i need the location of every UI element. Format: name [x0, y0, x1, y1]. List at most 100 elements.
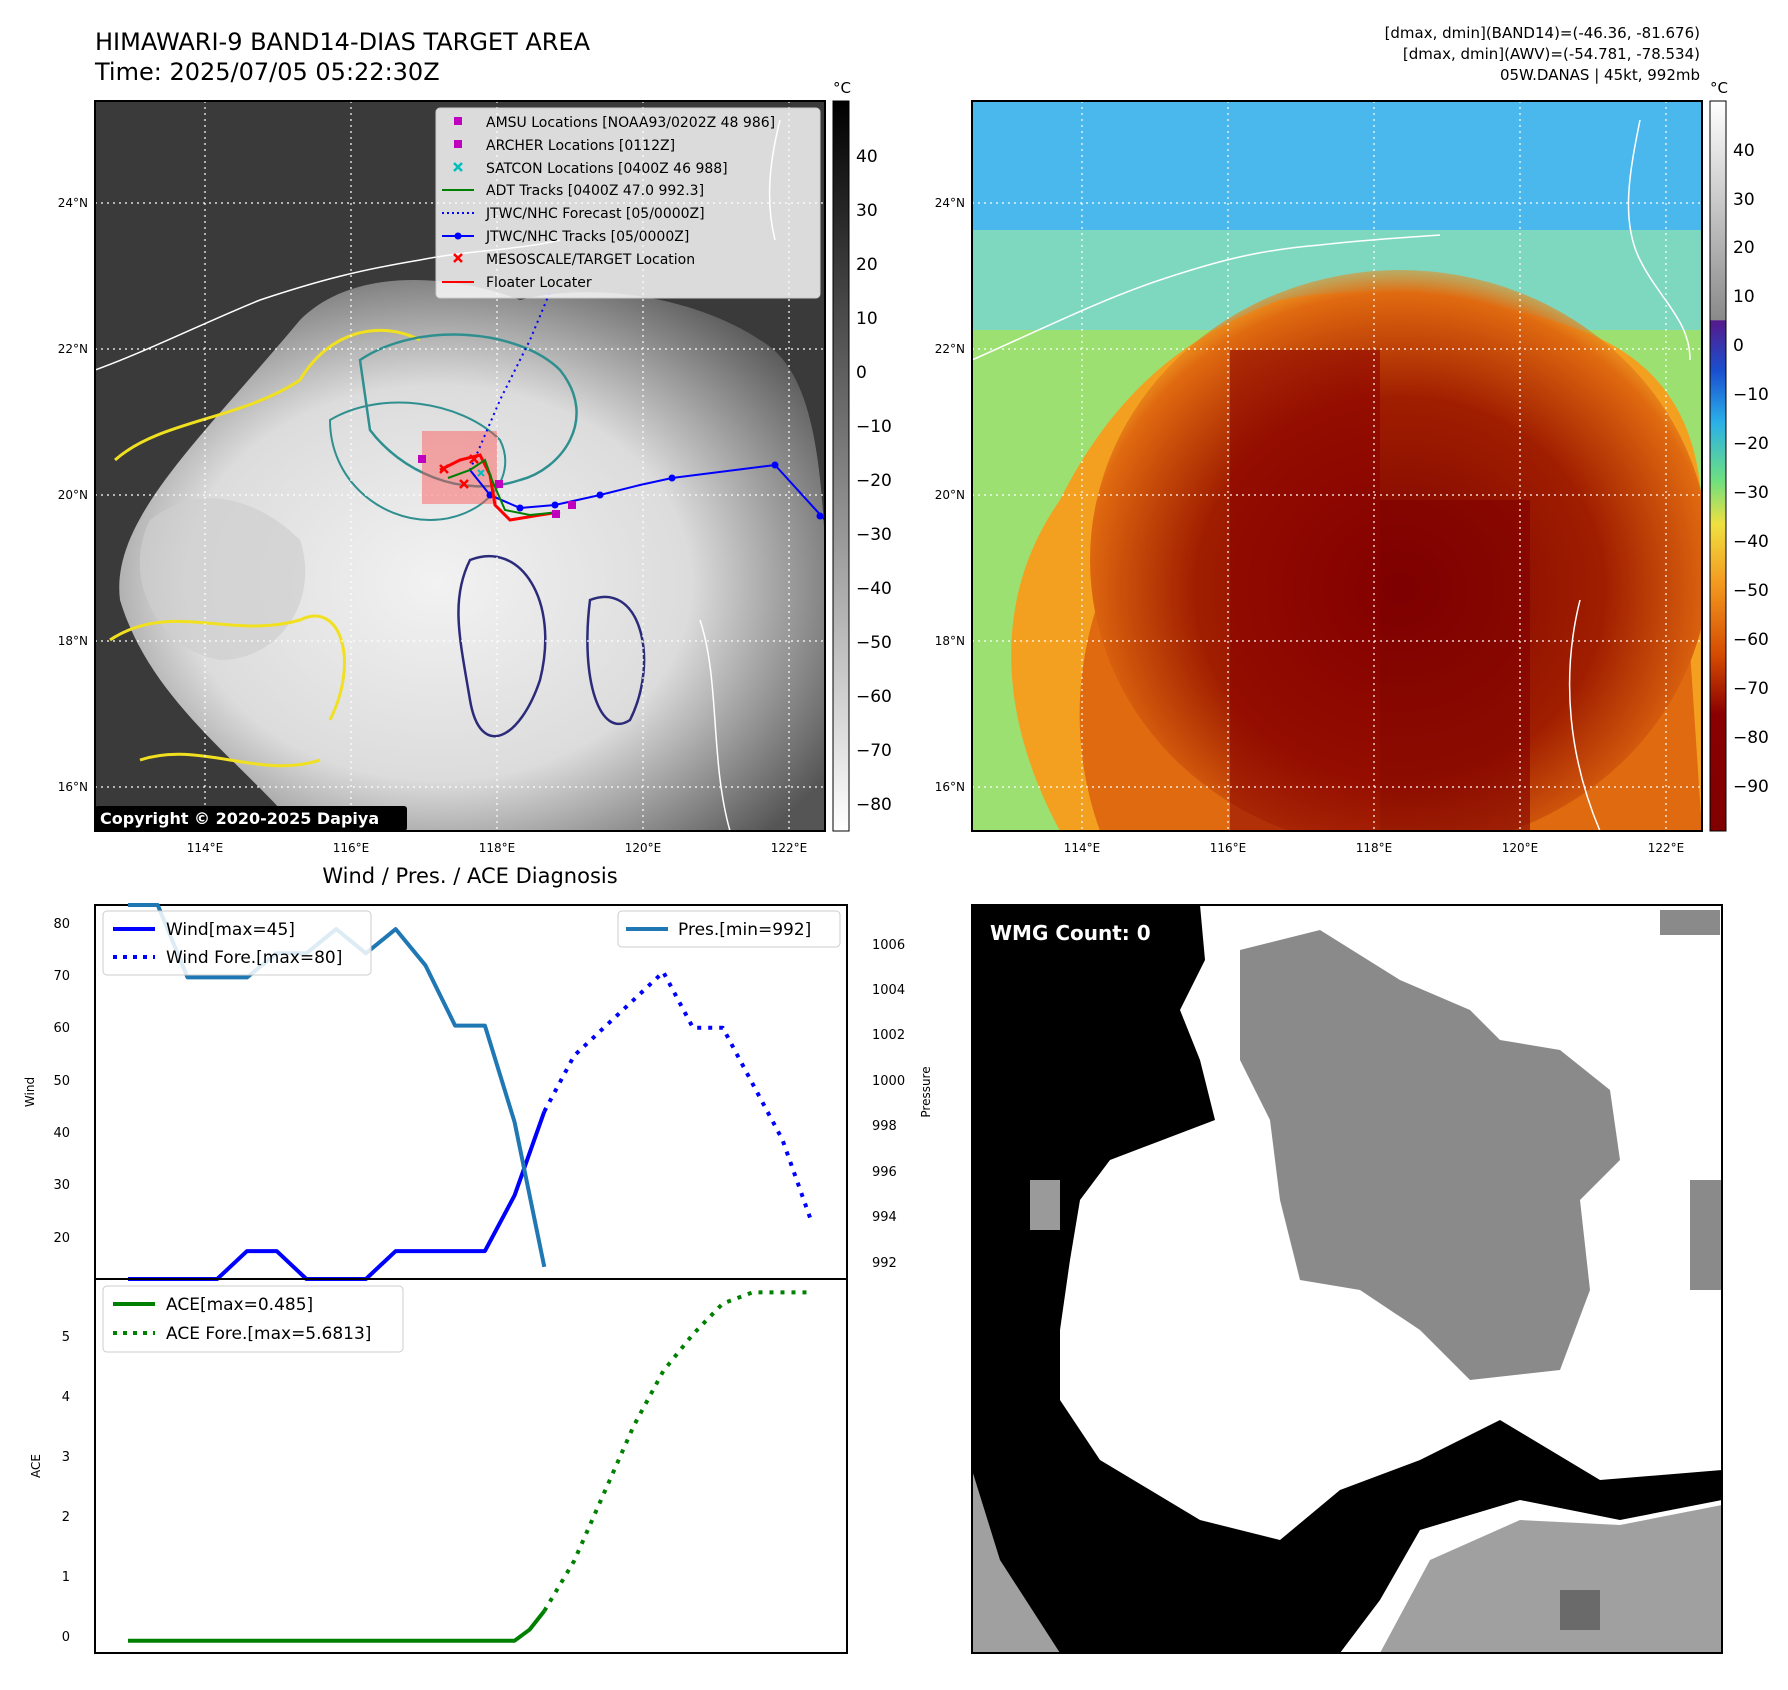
legend-ace-fore-label: ACE Fore.[max=5.6813] — [166, 1324, 371, 1344]
wmg-frame — [971, 904, 1723, 1654]
wmg-grey-region — [1240, 930, 1620, 1380]
legend-wind-fore-label: Wind Fore.[max=80] — [166, 948, 342, 968]
figure-title-line1: HIMAWARI-9 BAND14-DIAS TARGET AREA — [95, 28, 591, 56]
lat-label: 24°N — [935, 196, 965, 210]
right-lat-gridlines — [972, 202, 1702, 788]
coastline-philippines-right — [1568, 599, 1601, 831]
jtwc-track-points — [486, 461, 824, 520]
coastline-china-right — [972, 234, 1441, 361]
lon-label: 116°E — [1210, 841, 1247, 855]
lon-label: 114°E — [1064, 841, 1101, 855]
ace-tick: 5 — [62, 1330, 70, 1345]
pressure-axis-label: Pressure — [919, 1066, 933, 1117]
coastline-taiwan-right — [1627, 119, 1691, 361]
wind-y-ticks: 80 70 60 50 40 30 20 — [53, 917, 70, 1246]
lon-label: 116°E — [333, 841, 370, 855]
dmax-band14-info: [dmax, dmin](BAND14)=(-46.36, -81.676) — [1385, 24, 1700, 42]
left-cbar-tick: 0 — [856, 363, 867, 383]
right-lon-gridlines — [1081, 101, 1667, 831]
legend-forecast-label: JTWC/NHC Forecast [05/0000Z] — [485, 206, 705, 222]
pressure-tick: 992 — [872, 1256, 897, 1271]
jtwc-forecast-track — [469, 279, 556, 471]
wmg-lightgrey-region — [972, 1470, 1722, 1653]
legend-satcon-marker — [453, 162, 463, 172]
left-cbar-tick: −40 — [856, 579, 892, 599]
pressure-tick: 1002 — [872, 1028, 905, 1043]
wmg-black-region — [972, 905, 1722, 1653]
lon-label: 118°E — [479, 841, 516, 855]
left-map-panel: Copyright © 2020-2025 Dapiya AMSU Locati… — [58, 79, 892, 855]
wind-tick: 20 — [53, 1231, 70, 1246]
left-lat-labels: 24°N 22°N 20°N 18°N 16°N — [58, 196, 88, 794]
left-cbar-tick: −70 — [856, 741, 892, 761]
lat-label: 22°N — [58, 342, 88, 356]
dmax-awv-info: [dmax, dmin](AWV)=(-54.781, -78.534) — [1403, 45, 1700, 63]
legend-tracks-label: JTWC/NHC Tracks [05/0000Z] — [485, 229, 689, 245]
copyright-box — [95, 806, 407, 831]
legend-satcon-label: SATCON Locations [0400Z 46 988] — [486, 161, 728, 177]
pressure-tick: 1004 — [872, 983, 905, 998]
pressure-tick: 1000 — [872, 1074, 905, 1089]
right-cbar-tick: −80 — [1733, 728, 1769, 748]
right-map-frame — [971, 100, 1703, 832]
ace-axis-label: ACE — [29, 1454, 43, 1478]
pressure-y-ticks: 1006 1004 1002 1000 998 996 994 992 — [872, 938, 905, 1271]
right-cbar-tick: −30 — [1733, 483, 1769, 503]
left-cbar-tick: −80 — [856, 795, 892, 815]
ace-tick: 3 — [62, 1450, 70, 1465]
ace-tick: 1 — [62, 1570, 70, 1585]
right-cbar-tick: −10 — [1733, 385, 1769, 405]
legend-adt-label: ADT Tracks [0400Z 47.0 992.3] — [486, 183, 704, 199]
legend-archer-marker — [454, 140, 462, 148]
wind-tick: 70 — [53, 969, 70, 984]
contour-green — [358, 333, 578, 488]
left-cbar-tick: −20 — [856, 471, 892, 491]
right-cbar-tick: −60 — [1733, 630, 1769, 650]
left-cbar-tick: 30 — [856, 201, 878, 221]
right-colorbar — [1709, 100, 1727, 832]
figure-title-line2: Time: 2025/07/05 05:22:30Z — [94, 58, 440, 86]
right-cbar-tick: 10 — [1733, 287, 1755, 307]
wind-tick: 40 — [53, 1126, 70, 1141]
left-cbar-tick: −50 — [856, 633, 892, 653]
ace-series-group — [128, 1290, 812, 1643]
ace-y-ticks: 5 4 3 2 1 0 — [62, 1330, 70, 1645]
right-map-panel: °C 40 30 20 10 0 −10 −20 −30 −40 −50 −60… — [935, 79, 1769, 855]
legend-target-label: MESOSCALE/TARGET Location — [486, 252, 695, 268]
ace-panel: 5 4 3 2 1 0 ACE ACE[max=0.485] ACE Fore.… — [29, 1278, 848, 1654]
pressure-tick: 994 — [872, 1210, 897, 1225]
wind-tick: 60 — [53, 1021, 70, 1036]
wind-pressure-panel: Wind / Pres. / ACE Diagnosis 80 70 60 50… — [23, 864, 933, 1281]
lat-gridlines — [95, 202, 825, 788]
pressure-legend: Pres.[min=992] — [617, 910, 841, 948]
cloud-shield — [119, 280, 825, 831]
ace-line — [128, 1609, 546, 1643]
lat-label: 16°N — [58, 780, 88, 794]
right-cbar-tick: 40 — [1733, 141, 1755, 161]
left-colorbar — [832, 100, 850, 832]
right-lon-labels: 114°E 116°E 118°E 120°E 122°E — [1064, 841, 1685, 855]
lat-label: 18°N — [935, 634, 965, 648]
right-colorbar-ticks: 40 30 20 10 0 −10 −20 −30 −40 −50 −60 −7… — [1733, 141, 1769, 797]
lon-label: 122°E — [771, 841, 808, 855]
floater-box — [422, 431, 497, 504]
wmg-count-label: WMG Count: 0 — [990, 921, 1151, 945]
right-cbar-tick: 30 — [1733, 190, 1755, 210]
ace-legend: ACE[max=0.485] ACE Fore.[max=5.6813] — [102, 1285, 404, 1353]
lat-label: 20°N — [935, 488, 965, 502]
right-cbar-tick: −20 — [1733, 434, 1769, 454]
wind-axis-label: Wind — [23, 1077, 37, 1107]
ace-tick: 2 — [62, 1510, 70, 1525]
left-colorbar-unit: °C — [833, 79, 851, 97]
right-colorbar-unit: °C — [1710, 79, 1728, 97]
lat-label: 24°N — [58, 196, 88, 210]
lon-label: 122°E — [1648, 841, 1685, 855]
lon-label: 114°E — [187, 841, 224, 855]
ace-forecast-line — [542, 1290, 812, 1613]
legend-archer-label: ARCHER Locations [0112Z] — [486, 138, 675, 154]
lon-label: 118°E — [1356, 841, 1393, 855]
wind-tick: 50 — [53, 1074, 70, 1089]
wind-forecast-line — [542, 970, 814, 1224]
left-cbar-tick: 20 — [856, 255, 878, 275]
adt-track — [447, 458, 561, 517]
